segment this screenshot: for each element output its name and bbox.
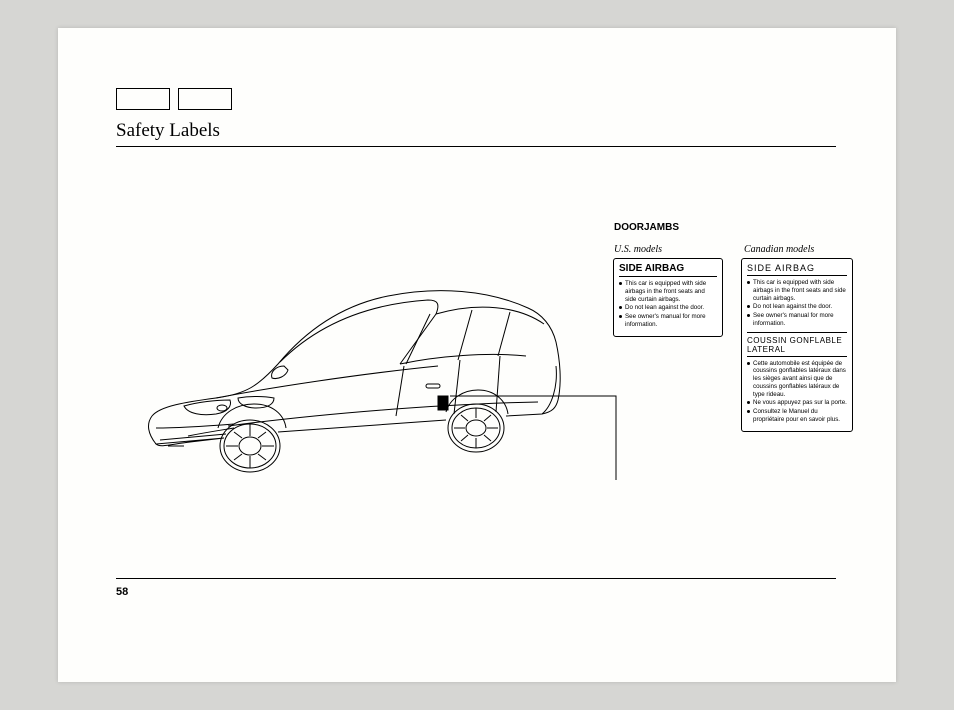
ca-label-item: This car is equipped with side airbags i… <box>747 279 847 302</box>
manual-page: Safety Labels <box>58 28 896 682</box>
ca-label-item: Consultez le Manuel du propriétaire pour… <box>747 408 847 424</box>
ca-label-item: Do not lean against the door. <box>747 303 847 311</box>
us-models-heading: U.S. models <box>614 244 662 255</box>
page-number: 58 <box>116 586 128 598</box>
ca-label-title-fr: COUSSIN GONFLABLE LATERAL <box>747 332 847 357</box>
us-label-list: This car is equipped with side airbags i… <box>619 280 717 329</box>
ca-label-item: Cette automobile est équipée de coussins… <box>747 360 847 399</box>
ca-side-airbag-label: SIDE AIRBAG This car is equipped with si… <box>741 258 853 432</box>
us-label-item: See owner's manual for more information. <box>619 313 717 329</box>
canadian-models-heading: Canadian models <box>744 244 814 255</box>
ca-label-list-fr: Cette automobile est équipée de coussins… <box>747 360 847 424</box>
header-box-2 <box>178 88 232 110</box>
ca-label-list-en: This car is equipped with side airbags i… <box>747 279 847 328</box>
footer-rule <box>116 578 836 579</box>
car-illustration <box>138 256 568 506</box>
page-title: Safety Labels <box>116 120 220 142</box>
us-side-airbag-label: SIDE AIRBAG This car is equipped with si… <box>613 258 723 337</box>
ca-label-item: Ne vous appuyez pas sur la porte. <box>747 399 847 407</box>
ca-label-title-en: SIDE AIRBAG <box>747 263 847 276</box>
doorjambs-heading: DOORJAMBS <box>614 222 679 233</box>
us-label-item: This car is equipped with side airbags i… <box>619 280 717 303</box>
header-reference-boxes <box>116 88 232 110</box>
us-label-item: Do not lean against the door. <box>619 304 717 312</box>
us-label-title: SIDE AIRBAG <box>619 263 717 277</box>
header-box-1 <box>116 88 170 110</box>
title-rule <box>116 146 836 147</box>
ca-label-item: See owner's manual for more information. <box>747 312 847 328</box>
